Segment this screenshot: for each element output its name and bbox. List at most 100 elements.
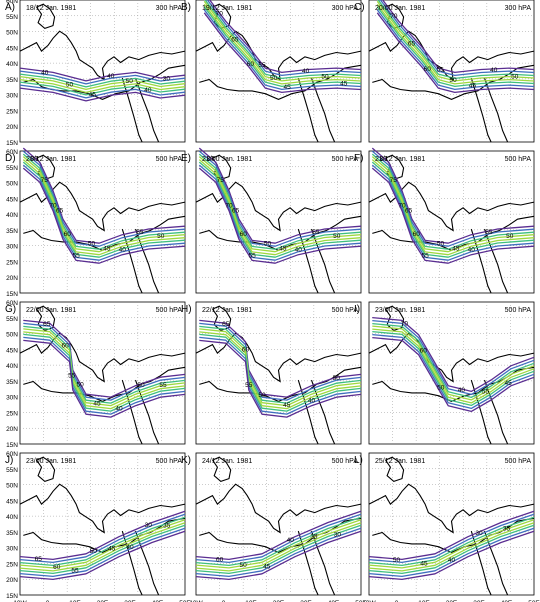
lon-tick-label: 10E <box>245 600 257 602</box>
lat-tick-label: 55N <box>6 165 18 172</box>
contour-label: 60 <box>420 348 428 355</box>
contour-label: 50 <box>333 375 341 382</box>
contour-label: 70 <box>398 203 406 210</box>
contour-label: 45 <box>279 245 287 252</box>
lon-tick-label: 10E <box>418 600 430 602</box>
lat-tick-label: 20N <box>6 275 18 282</box>
lat-tick-label: 40N <box>6 61 18 68</box>
coastline <box>310 530 336 596</box>
contour-label: 40 <box>144 87 152 94</box>
isotach-contour <box>23 331 186 410</box>
isotach-contour <box>19 510 186 561</box>
panel-level: 300 hPA <box>332 5 359 12</box>
lat-tick-label: 55N <box>6 316 18 323</box>
lon-tick-label: 50E <box>179 600 191 602</box>
panel-level: 500 hPA <box>332 307 359 314</box>
coastline <box>310 77 336 143</box>
isotach-contour <box>371 147 535 244</box>
coastline <box>36 305 56 332</box>
lon-tick-label: 10W <box>189 600 203 602</box>
contour-label: 55 <box>248 252 256 259</box>
isotach-contour <box>368 524 535 575</box>
isotach-contour <box>195 516 362 567</box>
lat-tick-label: 60N <box>6 149 18 156</box>
contour-label: 40 <box>302 68 310 75</box>
map-panel: 60 50 45 40 35 30 K) 24/12 Jan. 1981 500 hPA 10W 0… <box>181 452 367 602</box>
isotach-contour <box>19 524 186 575</box>
isotach-contour <box>19 530 186 581</box>
lat-tick-label: 20N <box>6 577 18 584</box>
lon-tick-label: 50E <box>355 600 367 602</box>
coastline <box>297 228 319 294</box>
contour-label: 55 <box>245 382 253 389</box>
contour-label: 45 <box>108 546 116 553</box>
isotach-contour <box>19 87 186 102</box>
lat-tick-label: 55N <box>6 14 18 21</box>
lon-tick-label: 30E <box>124 600 136 602</box>
isotach-contour <box>372 325 535 401</box>
isotach-contour <box>22 164 186 261</box>
lon-tick-label: 30E <box>300 600 312 602</box>
lon-tick-label: 30E <box>473 600 485 602</box>
panel-letter: A) <box>5 2 15 13</box>
lat-tick-label: 15N <box>6 593 18 600</box>
panel-datetime: 24/12 Jan. 1981 <box>202 458 252 465</box>
contour-label: 55 <box>485 229 493 236</box>
lat-tick-label: 25N <box>6 108 18 115</box>
isotach-contour <box>198 153 362 250</box>
panel-datetime: 22/00 Jan. 1981 <box>26 307 76 314</box>
isotach-contour <box>371 156 535 253</box>
contour-label: 55 <box>72 252 80 259</box>
contour-label: 45 <box>340 81 348 88</box>
lat-tick-label: 50N <box>6 332 18 339</box>
panel-letter: J) <box>5 455 13 466</box>
isotach-contour <box>195 530 362 581</box>
isotach-contour <box>195 513 362 564</box>
contour-label: 60 <box>240 231 248 238</box>
panel-datetime: 19/12 Jan. 1981 <box>202 5 252 12</box>
isotach-contour <box>22 150 186 247</box>
isotach-contour <box>19 70 186 85</box>
isotach-contour <box>198 147 362 244</box>
isotach-contour <box>371 167 535 264</box>
panel-datetime: 22/12 Jan. 1981 <box>202 307 252 314</box>
isotach-contour <box>203 12 362 94</box>
panel-letter: C) <box>354 2 365 13</box>
coastline <box>195 30 362 81</box>
coastline <box>19 332 186 383</box>
contour-label: 55 <box>136 229 144 236</box>
isotach-contour <box>372 322 535 399</box>
contour-label: 65 <box>35 556 43 563</box>
isotach-contour <box>199 328 362 407</box>
map-panel: 70 65 60 55 50 45 40 50 C) 20/00 Jan. 1981 300 hPA <box>354 0 535 143</box>
contour-label: 65 <box>222 321 230 328</box>
coastline <box>212 456 232 483</box>
coastline <box>195 332 362 383</box>
contour-label: 50 <box>506 233 514 240</box>
panel-level: 500 hPA <box>332 458 359 465</box>
contour-label: 30 <box>163 75 171 82</box>
contour-label: 70 <box>49 203 57 210</box>
contour-label: 45 <box>103 245 111 252</box>
contour-label: 55 <box>312 229 320 236</box>
contour-label: 60 <box>53 564 61 571</box>
isotach-contour <box>368 510 535 561</box>
isotach-contour <box>195 527 362 578</box>
isotach-contour <box>198 159 362 256</box>
panel-letter: E) <box>181 153 191 164</box>
isotach-contour <box>203 9 362 91</box>
panel-datetime: 25/12 Jan. 1981 <box>375 458 425 465</box>
isotach-contour <box>22 153 186 250</box>
coastline <box>121 77 143 143</box>
contour-label: 40 <box>448 557 456 564</box>
coastline <box>470 77 492 143</box>
lat-tick-label: 35N <box>6 530 18 537</box>
panel-level: 500 hPA <box>156 156 183 163</box>
contour-label: 55 <box>68 373 76 380</box>
isotach-contour <box>372 336 535 413</box>
isotach-contour <box>368 519 535 569</box>
contour-label: 55 <box>421 252 429 259</box>
isotach-contour <box>198 150 362 247</box>
isotach-contour <box>22 147 186 244</box>
